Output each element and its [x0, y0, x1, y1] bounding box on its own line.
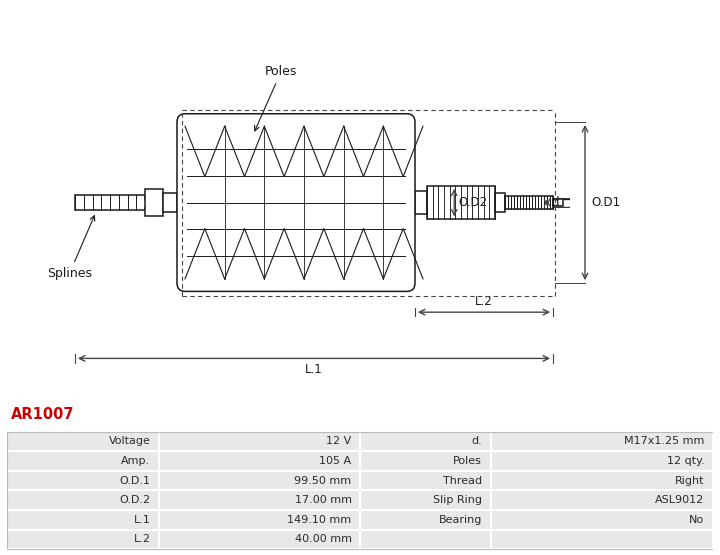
- Text: Poles: Poles: [255, 65, 297, 131]
- Bar: [360, 529, 490, 549]
- Bar: [159, 432, 360, 451]
- Bar: [159, 491, 360, 510]
- Bar: [7, 471, 159, 491]
- Text: d.: d.: [472, 436, 482, 446]
- Bar: [7, 491, 159, 510]
- Bar: [163, 193, 177, 213]
- Bar: [145, 189, 163, 216]
- Bar: [360, 510, 490, 529]
- Text: O.D.1: O.D.1: [120, 476, 150, 486]
- Text: Amp.: Amp.: [121, 456, 150, 466]
- Bar: [7, 510, 159, 529]
- Text: M17x1.25 mm: M17x1.25 mm: [624, 436, 704, 446]
- Text: O.D1: O.D1: [591, 196, 620, 209]
- Bar: [490, 529, 713, 549]
- Text: O.D2: O.D2: [458, 196, 487, 209]
- Text: Bearing: Bearing: [438, 515, 482, 525]
- Bar: [159, 471, 360, 491]
- Bar: [360, 491, 490, 510]
- Bar: [7, 432, 713, 549]
- Text: 105 A: 105 A: [320, 456, 351, 466]
- Text: Poles: Poles: [453, 456, 482, 466]
- Bar: [159, 510, 360, 529]
- Text: 99.50 mm: 99.50 mm: [294, 476, 351, 486]
- Bar: [360, 451, 490, 471]
- Bar: [490, 471, 713, 491]
- Text: ASL9012: ASL9012: [655, 495, 704, 505]
- Text: d.: d.: [551, 196, 562, 209]
- Bar: [360, 432, 490, 451]
- Bar: [360, 471, 490, 491]
- Text: 12 qty.: 12 qty.: [667, 456, 704, 466]
- Text: L.2: L.2: [133, 534, 150, 544]
- Text: L.1: L.1: [134, 515, 150, 525]
- Bar: [490, 491, 713, 510]
- Text: Slip Ring: Slip Ring: [433, 495, 482, 505]
- Text: L.1: L.1: [305, 364, 323, 376]
- Bar: [490, 510, 713, 529]
- Text: O.D.2: O.D.2: [120, 495, 150, 505]
- Bar: [553, 199, 563, 206]
- Bar: [7, 432, 159, 451]
- Bar: [75, 195, 145, 210]
- Text: 40.00 mm: 40.00 mm: [294, 534, 351, 544]
- Text: Splines: Splines: [47, 216, 95, 280]
- FancyBboxPatch shape: [177, 114, 415, 291]
- Bar: [415, 191, 427, 214]
- Bar: [427, 186, 495, 219]
- Bar: [159, 529, 360, 549]
- Bar: [159, 451, 360, 471]
- Bar: [7, 529, 159, 549]
- Bar: [505, 196, 553, 209]
- Text: 17.00 mm: 17.00 mm: [294, 495, 351, 505]
- Bar: [7, 451, 159, 471]
- Text: No: No: [689, 515, 704, 525]
- Text: 12 V: 12 V: [326, 436, 351, 446]
- Text: L.2: L.2: [475, 295, 493, 308]
- Text: 149.10 mm: 149.10 mm: [287, 515, 351, 525]
- Text: Voltage: Voltage: [109, 436, 150, 446]
- Text: AR1007: AR1007: [11, 407, 74, 422]
- Bar: [490, 432, 713, 451]
- Text: Thread: Thread: [443, 476, 482, 486]
- Bar: [490, 451, 713, 471]
- Bar: [495, 193, 505, 212]
- Text: Right: Right: [675, 476, 704, 486]
